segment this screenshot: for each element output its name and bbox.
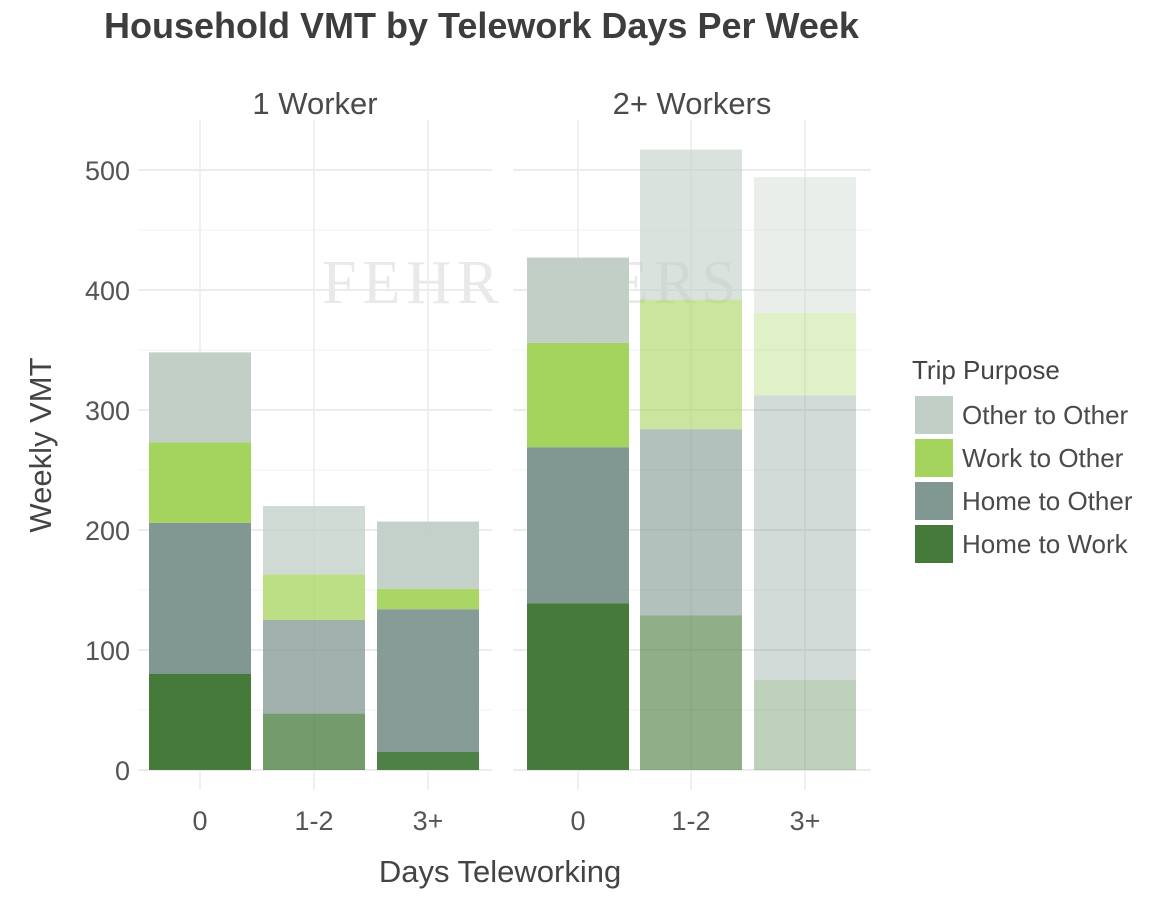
bar-1-worker-0-home-to-other bbox=[149, 522, 251, 674]
x-tick-label: 3+ bbox=[413, 806, 444, 836]
legend-label-home-to-other: Home to Other bbox=[962, 486, 1133, 516]
bar-2plus-workers-3plus-work-to-other bbox=[754, 312, 856, 396]
y-axis-ticks: 0 100 200 300 400 500 bbox=[85, 156, 130, 786]
legend-label-work-to-other: Work to Other bbox=[962, 443, 1124, 473]
bar-1-worker-0-home-to-work bbox=[149, 674, 251, 770]
y-tick-label: 400 bbox=[85, 276, 130, 306]
bar-2plus-workers-0-home-to-work bbox=[527, 603, 629, 770]
y-tick-label: 200 bbox=[85, 516, 130, 546]
bar-2plus-workers-0-work-to-other bbox=[527, 342, 629, 448]
bar-1-worker-1-2-home-to-other bbox=[263, 620, 365, 714]
legend-swatch-other-to-other bbox=[915, 396, 953, 434]
facet-label-2plus-workers: 2+ Workers bbox=[613, 86, 772, 121]
bar-2plus-workers-0-home-to-other bbox=[527, 447, 629, 604]
x-tick-label: 1-2 bbox=[294, 806, 333, 836]
y-tick-label: 300 bbox=[85, 396, 130, 426]
bar-2plus-workers-3plus-other-to-other bbox=[754, 177, 856, 313]
legend-title: Trip Purpose bbox=[912, 355, 1060, 385]
bar-2plus-workers-1-2-home-to-work bbox=[640, 615, 742, 770]
legend-label-home-to-work: Home to Work bbox=[962, 529, 1129, 559]
bar-1-worker-0-work-to-other bbox=[149, 442, 251, 523]
bars bbox=[149, 149, 856, 770]
bar-2plus-workers-1-2-work-to-other bbox=[640, 299, 742, 430]
y-axis-title: Weekly VMT bbox=[23, 357, 58, 532]
x-tick-label: 1-2 bbox=[671, 806, 710, 836]
facet-labels: 1 Worker 2+ Workers bbox=[252, 86, 771, 121]
bar-2plus-workers-0-other-to-other bbox=[527, 257, 629, 343]
legend-swatch-home-to-other bbox=[915, 482, 953, 520]
bar-1-worker-1-2-home-to-work bbox=[263, 713, 365, 770]
x-tick-label: 3+ bbox=[790, 806, 821, 836]
facet-label-1-worker: 1 Worker bbox=[252, 86, 377, 121]
bar-1-worker-1-2-work-to-other bbox=[263, 574, 365, 620]
legend-swatch-home-to-work bbox=[915, 525, 953, 563]
y-tick-label: 0 bbox=[115, 756, 130, 786]
x-tick-label: 0 bbox=[192, 806, 207, 836]
y-tick-label: 500 bbox=[85, 156, 130, 186]
bar-2plus-workers-1-2-home-to-other bbox=[640, 429, 742, 616]
bar-2plus-workers-1-2-other-to-other bbox=[640, 149, 742, 300]
bar-1-worker-3plus-home-to-other bbox=[377, 609, 479, 752]
legend: Trip Purpose Other to Other Work to Other… bbox=[912, 355, 1133, 563]
x-axis-title: Days Teleworking bbox=[379, 854, 621, 889]
x-axis-ticks: 0 1-2 3+ 0 1-2 3+ bbox=[192, 806, 820, 836]
bar-1-worker-1-2-other-to-other bbox=[263, 506, 365, 575]
legend-swatch-work-to-other bbox=[915, 439, 953, 477]
bar-1-worker-3plus-home-to-work bbox=[377, 752, 479, 770]
bar-2plus-workers-3plus-home-to-other bbox=[754, 395, 856, 680]
chart-title: Household VMT by Telework Days Per Week bbox=[104, 5, 860, 46]
x-tick-label: 0 bbox=[570, 806, 585, 836]
y-tick-label: 100 bbox=[85, 636, 130, 666]
bar-1-worker-0-other-to-other bbox=[149, 352, 251, 443]
bar-2plus-workers-3plus-home-to-work bbox=[754, 680, 856, 770]
bar-1-worker-3plus-work-to-other bbox=[377, 588, 479, 610]
bar-1-worker-3plus-other-to-other bbox=[377, 521, 479, 589]
legend-label-other-to-other: Other to Other bbox=[962, 400, 1129, 430]
